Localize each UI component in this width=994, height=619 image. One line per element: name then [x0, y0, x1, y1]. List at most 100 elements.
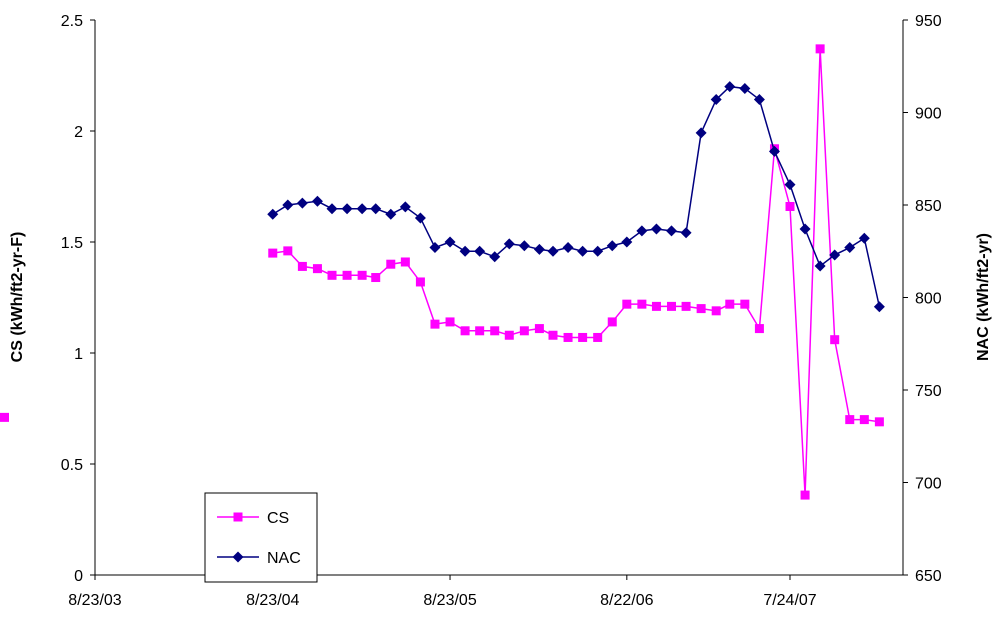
- legend-marker: [233, 512, 243, 522]
- data-point-nac: [858, 232, 870, 244]
- x-tick-label: 7/24/07: [763, 592, 816, 609]
- data-point-nac: [385, 208, 397, 220]
- legend-label: NAC: [267, 550, 301, 567]
- data-point-cs: [327, 270, 337, 280]
- right-y-tick-label: 950: [915, 13, 942, 30]
- data-point-nac: [753, 94, 765, 106]
- left-y-tick-label: 1.5: [61, 235, 83, 252]
- data-point-nac: [489, 251, 501, 263]
- data-point-cs: [607, 317, 617, 327]
- x-tick-label: 8/23/05: [423, 592, 476, 609]
- data-point-cs: [711, 306, 721, 316]
- series-layer: [0, 44, 885, 500]
- data-point-nac: [814, 260, 826, 272]
- data-point-nac: [873, 301, 885, 313]
- data-point-cs: [445, 317, 455, 327]
- left-y-axis-title: CS (kWh/ft2-yr-F): [9, 232, 26, 363]
- data-point-cs: [681, 301, 691, 311]
- data-point-nac: [768, 145, 780, 157]
- data-point-cs: [637, 299, 647, 309]
- data-point-nac: [577, 245, 589, 257]
- data-point-nac: [356, 203, 368, 215]
- data-point-cs: [622, 299, 632, 309]
- x-axis-ticks: 8/23/03 8/23/04 8/23/05 8/22/06 7/24/07: [68, 575, 817, 609]
- series-nac: [267, 81, 885, 313]
- data-point-cs: [667, 301, 677, 311]
- data-point-cs: [563, 332, 573, 342]
- right-y-tick-label: 900: [915, 106, 942, 123]
- left-y-tick-label: 2: [74, 124, 83, 141]
- right-y-tick-label: 650: [915, 568, 942, 585]
- data-point-cs: [859, 415, 869, 425]
- data-point-cs: [519, 326, 529, 336]
- legend-item-nac: NAC: [217, 550, 301, 567]
- data-point-nac: [739, 82, 751, 94]
- right-y-tick-label: 800: [915, 291, 942, 308]
- data-point-cs: [386, 259, 396, 269]
- data-point-cs: [754, 324, 764, 334]
- data-point-cs: [400, 257, 410, 267]
- legend-marker: [232, 551, 244, 563]
- data-point-nac: [666, 225, 678, 237]
- data-point-cs: [651, 301, 661, 311]
- data-point-nac: [459, 245, 471, 257]
- left-y-tick-label: 2.5: [61, 13, 83, 30]
- data-point-nac: [444, 236, 456, 248]
- data-point-cs: [800, 490, 810, 500]
- legend-item-cs: CS: [217, 510, 289, 527]
- data-point-nac: [592, 245, 604, 257]
- left-y-tick-label: 0.5: [61, 457, 83, 474]
- data-point-nac: [341, 203, 353, 215]
- data-point-cs: [504, 330, 514, 340]
- data-point-nac: [326, 203, 338, 215]
- data-point-cs: [830, 335, 840, 345]
- left-y-axis-ticks: 0 0.5 1 1.5 2 2.5: [61, 13, 95, 585]
- data-point-cs: [740, 299, 750, 309]
- right-y-tick-label: 700: [915, 476, 942, 493]
- data-point-cs: [0, 412, 9, 422]
- data-point-cs: [475, 326, 485, 336]
- data-point-nac: [695, 127, 707, 139]
- data-point-cs: [371, 273, 381, 283]
- legend-label: CS: [267, 510, 289, 527]
- data-point-cs: [534, 324, 544, 334]
- data-point-nac: [784, 179, 796, 191]
- data-point-cs: [297, 261, 307, 271]
- legend-box: [204, 492, 318, 583]
- data-point-nac: [282, 199, 294, 211]
- data-point-cs: [815, 44, 825, 54]
- data-point-nac: [474, 245, 486, 257]
- data-point-cs: [342, 270, 352, 280]
- data-point-cs: [460, 326, 470, 336]
- data-point-cs: [430, 319, 440, 329]
- data-point-nac: [562, 242, 574, 254]
- data-point-nac: [799, 223, 811, 235]
- left-y-tick-label: 0: [74, 568, 83, 585]
- data-point-nac: [680, 227, 692, 239]
- data-point-nac: [650, 223, 662, 235]
- data-point-nac: [621, 236, 633, 248]
- data-point-cs: [357, 270, 367, 280]
- right-y-tick-label: 750: [915, 383, 942, 400]
- data-point-cs: [548, 330, 558, 340]
- data-point-nac: [829, 249, 841, 261]
- data-point-nac: [710, 94, 722, 106]
- plot-area: [94, 20, 904, 576]
- right-y-tick-label: 850: [915, 198, 942, 215]
- data-point-cs: [696, 304, 706, 314]
- x-tick-label: 8/23/04: [246, 592, 299, 609]
- data-point-nac: [311, 195, 323, 207]
- data-point-cs: [283, 246, 293, 256]
- legend: CS NAC: [204, 492, 318, 583]
- left-y-tick-label: 1: [74, 346, 83, 363]
- data-point-nac: [606, 240, 618, 252]
- data-point-cs: [312, 264, 322, 274]
- data-point-nac: [533, 243, 545, 255]
- data-point-nac: [399, 201, 411, 213]
- data-point-cs: [725, 299, 735, 309]
- x-tick-label: 8/22/06: [600, 592, 653, 609]
- data-point-nac: [503, 238, 515, 250]
- data-point-nac: [296, 197, 308, 209]
- data-point-nac: [267, 208, 279, 220]
